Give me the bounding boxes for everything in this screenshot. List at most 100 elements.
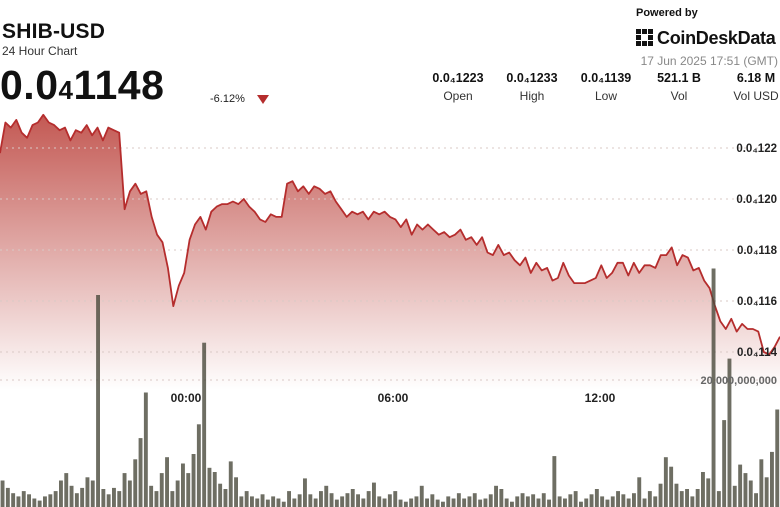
coindesk-logo: CoinDeskData <box>636 26 776 50</box>
volume-bar <box>191 454 196 507</box>
volume-bar <box>196 424 201 507</box>
price-tail: 1148 <box>73 62 165 108</box>
volume-bar <box>74 493 79 507</box>
volume-bar <box>685 489 689 507</box>
volume-bar <box>647 491 652 507</box>
volume-bar <box>764 477 769 507</box>
volume-bar <box>393 491 398 507</box>
volume-bar <box>345 493 350 507</box>
x-tick-label: 06:00 <box>378 391 409 405</box>
volume-bar <box>499 489 504 507</box>
stat-high: 0.0₄1233 High <box>492 71 572 103</box>
volume-bar <box>287 491 291 507</box>
coindesk-mark-icon <box>636 29 654 47</box>
volume-bar <box>541 493 546 507</box>
volume-bar <box>48 494 53 507</box>
volume-bar <box>69 485 74 507</box>
volume-bar <box>356 494 360 507</box>
stat-value: 6.18 M <box>736 71 776 85</box>
volume-bar <box>531 494 536 507</box>
volume-bar <box>579 501 583 507</box>
volume-bar <box>435 499 440 507</box>
volume-bar <box>637 477 642 507</box>
volume-bar <box>85 477 90 507</box>
volume-bar <box>21 491 26 507</box>
volume-bar <box>271 496 276 507</box>
volume-bar <box>738 464 743 507</box>
volume-bar <box>80 487 85 507</box>
volume-bar <box>37 500 42 507</box>
volume-bar <box>748 480 753 507</box>
volume-bar <box>711 268 716 507</box>
volume-bar <box>425 498 429 507</box>
volume-bar <box>446 496 451 507</box>
stat-vol: 521.1 B Vol <box>639 71 719 103</box>
pair-title: SHIB-USD <box>2 20 106 43</box>
volume-bar <box>568 494 573 507</box>
volume-bar <box>504 498 509 507</box>
volume-bar <box>716 491 721 507</box>
volume-bar <box>234 477 238 507</box>
volume-bar <box>632 493 636 507</box>
volume-bar <box>281 501 286 507</box>
volume-bar <box>398 499 403 507</box>
x-tick-label: 12:00 <box>585 391 616 405</box>
stat-label: Low <box>594 89 617 103</box>
volume-bar <box>441 501 445 507</box>
volume-bar <box>557 496 562 507</box>
volume-bar <box>573 491 578 507</box>
stat-value: 0.0₄1223 <box>432 71 484 85</box>
volume-bar <box>494 485 498 507</box>
volume-bar <box>112 487 116 507</box>
volume-bar <box>510 501 514 507</box>
volume-bar <box>472 493 477 507</box>
volume-bar <box>536 498 541 507</box>
y-tick-label: 0.0₄120 <box>736 194 777 206</box>
price-change: -6.12% <box>210 93 245 105</box>
volume-bar <box>467 496 472 507</box>
volume-bar <box>207 467 212 507</box>
volume-bar <box>96 295 100 507</box>
price-zero-count: 4 <box>58 75 74 105</box>
volume-bar <box>690 496 695 507</box>
volume-bar <box>143 392 148 507</box>
volume-bar <box>101 489 106 507</box>
stat-vol-usd: 6.18 M Vol USD <box>716 71 780 103</box>
volume-bar <box>478 499 483 507</box>
volume-bar <box>382 498 387 507</box>
volume-bar <box>319 491 323 507</box>
volume-bar <box>138 438 143 507</box>
volume-bar <box>589 494 594 507</box>
current-price: 0.041148 <box>0 62 164 109</box>
volume-bar <box>563 498 567 507</box>
volume-bar <box>770 451 774 507</box>
volume-bar <box>727 358 732 507</box>
stat-label: High <box>519 89 545 103</box>
powered-by-label: Powered by <box>636 7 698 19</box>
price-main: 0.0 <box>0 62 59 108</box>
volume-bar <box>292 498 297 507</box>
volume-bar <box>701 472 705 507</box>
volume-bar <box>223 489 228 507</box>
volume-bar <box>403 501 408 507</box>
volume-bar <box>53 491 58 507</box>
volume-bar <box>414 496 419 507</box>
volume-bar <box>308 494 313 507</box>
volume-bar <box>106 494 111 507</box>
volume-bar <box>27 494 31 507</box>
volume-bar <box>456 493 461 507</box>
volume-bar <box>255 498 260 507</box>
volume-bar <box>32 498 37 507</box>
volume-bar <box>149 485 154 507</box>
volume-bar <box>239 496 244 507</box>
volume-bar <box>133 459 138 507</box>
stat-label: Vol <box>670 89 688 103</box>
volume-bar <box>16 496 21 507</box>
volume-bar <box>59 480 63 507</box>
volume-bar <box>419 485 424 507</box>
volume-bar <box>90 480 95 507</box>
y-tick-label: 0.0₄114 <box>737 347 778 359</box>
volume-bar <box>488 494 493 507</box>
volume-bar <box>265 499 270 507</box>
volume-bar <box>754 493 758 507</box>
